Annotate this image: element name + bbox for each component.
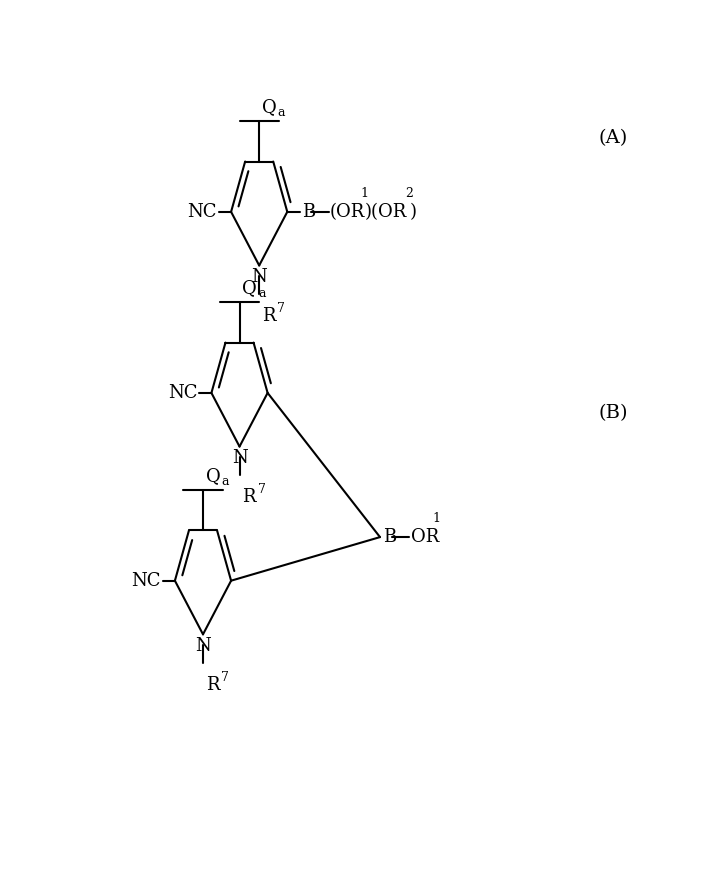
Text: a: a: [278, 106, 285, 119]
Text: (A): (A): [599, 129, 628, 147]
Text: N: N: [232, 449, 247, 467]
Text: a: a: [258, 287, 265, 300]
Text: NC: NC: [188, 203, 217, 221]
Text: (B): (B): [598, 404, 628, 422]
Text: OR: OR: [411, 528, 439, 546]
Text: N: N: [252, 268, 267, 287]
Text: Q: Q: [242, 279, 257, 297]
Text: 1: 1: [360, 187, 368, 200]
Text: NC: NC: [168, 384, 197, 402]
Text: Q: Q: [206, 467, 220, 485]
Text: 7: 7: [257, 483, 265, 496]
Text: R: R: [242, 488, 256, 506]
Text: 1: 1: [432, 512, 440, 525]
Text: ): ): [410, 203, 417, 221]
Text: a: a: [222, 476, 229, 488]
Text: )(OR: )(OR: [365, 203, 407, 221]
Text: NC: NC: [131, 571, 161, 590]
Text: 7: 7: [221, 672, 229, 685]
Text: B: B: [384, 528, 397, 546]
Text: 2: 2: [405, 187, 413, 200]
Text: R: R: [262, 307, 276, 325]
Text: N: N: [195, 637, 211, 655]
Text: R: R: [206, 676, 219, 694]
Text: (OR: (OR: [330, 203, 365, 221]
Text: 7: 7: [277, 302, 285, 315]
Text: B: B: [302, 203, 315, 221]
Text: Q: Q: [262, 98, 277, 116]
